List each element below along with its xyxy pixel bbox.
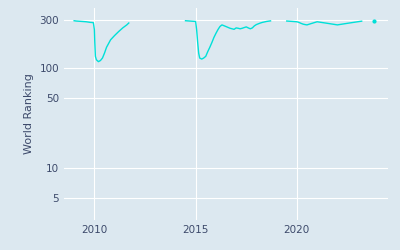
Y-axis label: World Ranking: World Ranking — [24, 73, 34, 154]
